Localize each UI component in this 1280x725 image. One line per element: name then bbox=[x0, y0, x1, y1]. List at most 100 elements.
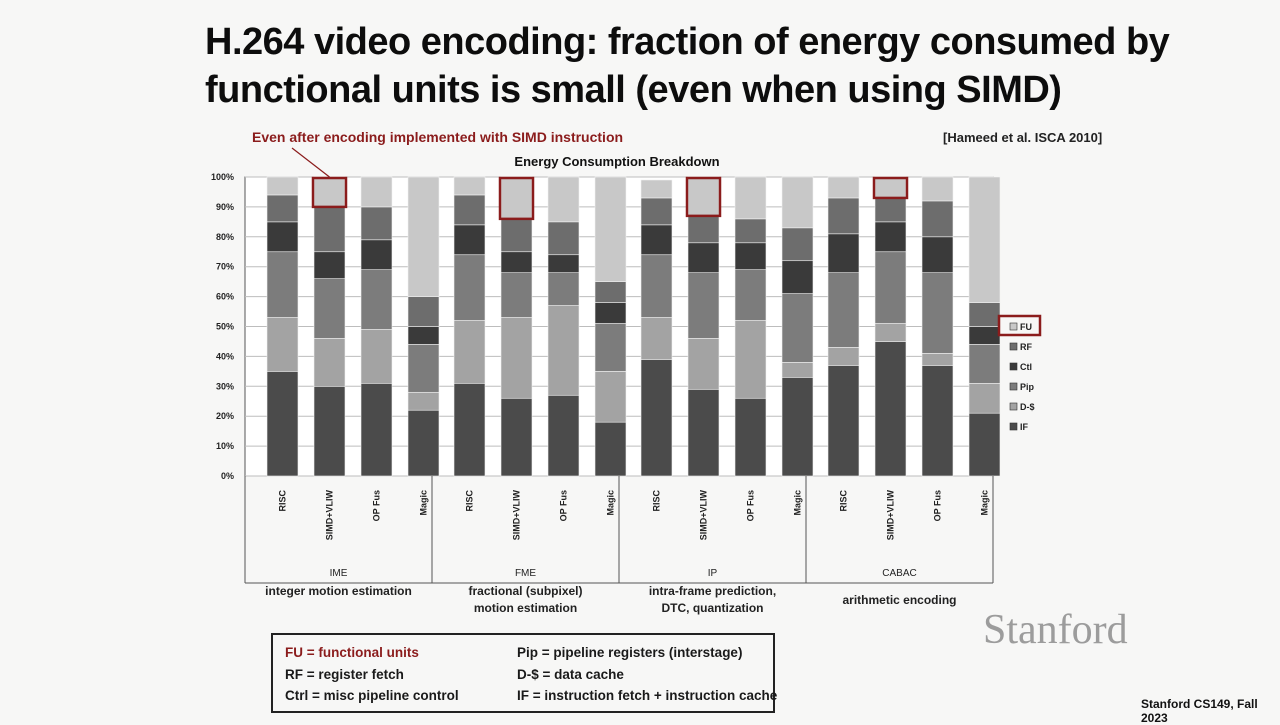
bar-segment-pip bbox=[640, 254, 673, 318]
bar-segment-if bbox=[313, 385, 346, 477]
bar-segment-rf bbox=[781, 227, 814, 262]
bar-segment-pip bbox=[360, 269, 393, 330]
bar-segment-fu bbox=[921, 176, 954, 202]
bar-segment-if bbox=[360, 383, 393, 477]
x-tick-label: OP Fus bbox=[559, 490, 569, 521]
bar-segment-if bbox=[500, 397, 533, 477]
group-description-label: motion estimation bbox=[474, 601, 577, 615]
group-description-label: intra-frame prediction, bbox=[649, 584, 776, 598]
bar-segment-ctl bbox=[500, 251, 533, 273]
bar-segment-rf bbox=[640, 197, 673, 226]
bar-segment-ctl bbox=[781, 260, 814, 294]
legend-swatch bbox=[1009, 342, 1018, 351]
bar-segment-ctl bbox=[921, 236, 954, 273]
bar-segment-d bbox=[781, 362, 814, 378]
bar-segment-pip bbox=[500, 272, 533, 318]
bar-segment-pip bbox=[921, 272, 954, 354]
bar-segment-pip bbox=[313, 278, 346, 339]
legend-label: Pip bbox=[1020, 382, 1035, 392]
bar-segment-if bbox=[407, 409, 440, 477]
legend-fu-highlight-box bbox=[997, 314, 1042, 337]
legend-ctrl-definition: Ctrl = misc pipeline control bbox=[285, 688, 459, 703]
bar-segment-pip bbox=[734, 269, 767, 321]
x-tick-label: Magic bbox=[606, 490, 616, 516]
legend-pip-definition: Pip = pipeline registers (interstage) bbox=[517, 645, 743, 660]
y-tick-label: 50% bbox=[216, 322, 234, 332]
legend-label: D-$ bbox=[1020, 402, 1035, 412]
bar-segment-ctl bbox=[687, 242, 720, 273]
group-name-label: CABAC bbox=[882, 568, 916, 579]
bar-segment-pip bbox=[968, 344, 1001, 384]
bar-segment-d bbox=[313, 338, 346, 387]
bar-segment-fu bbox=[827, 176, 860, 199]
bar-segment-d bbox=[594, 371, 627, 423]
bar-segment-fu bbox=[594, 176, 627, 282]
y-tick-label: 60% bbox=[216, 292, 234, 302]
legend-fu-definition: FU = functional units bbox=[285, 645, 419, 660]
bar-segment-if bbox=[594, 421, 627, 477]
bar-segment-if bbox=[968, 412, 1001, 477]
group-description-label: DTC, quantization bbox=[662, 601, 764, 615]
legend-swatch bbox=[1009, 362, 1018, 371]
legend-dcache-definition: D-$ = data cache bbox=[517, 667, 624, 682]
bar-segment-d bbox=[547, 305, 580, 396]
bar-segment-if bbox=[640, 359, 673, 477]
bar-segment-ctl bbox=[640, 224, 673, 256]
bar-segment-rf bbox=[266, 194, 299, 223]
bar-segment-fu bbox=[547, 176, 580, 223]
footer-course: Stanford CS149, Fall 2023 bbox=[1141, 697, 1258, 725]
bar-segment-d bbox=[266, 317, 299, 372]
bar-segment-if bbox=[781, 377, 814, 477]
bar-segment-ctl bbox=[827, 233, 860, 273]
fu-highlight-box bbox=[311, 176, 348, 209]
citation: [Hameed et al. ISCA 2010] bbox=[943, 130, 1103, 145]
stanford-logo: Stanford bbox=[983, 607, 1128, 653]
y-tick-label: 90% bbox=[216, 202, 234, 212]
bar-segment-fu bbox=[968, 176, 1001, 303]
legend-swatch bbox=[1009, 322, 1018, 331]
bar-segment-rf bbox=[687, 215, 720, 244]
y-tick-label: 10% bbox=[216, 441, 234, 451]
bar-segment-rf bbox=[547, 221, 580, 256]
bar-segment-fu bbox=[500, 176, 533, 220]
bar-segment-fu bbox=[407, 176, 440, 297]
legend-label: Ctl bbox=[1020, 362, 1032, 372]
bar-segment-rf bbox=[500, 218, 533, 253]
bar-segment-d bbox=[827, 347, 860, 366]
bar-segment-pip bbox=[687, 272, 720, 339]
bar-segment-ctl bbox=[266, 221, 299, 253]
bar-segment-ctl bbox=[453, 224, 486, 256]
x-tick-label: OP Fus bbox=[372, 490, 382, 521]
bar-segment-rf bbox=[360, 206, 393, 241]
bar-segment-pip bbox=[594, 323, 627, 372]
bar-segment-if bbox=[687, 388, 720, 477]
group-name-label: FME bbox=[515, 568, 536, 579]
group-name-label: IP bbox=[708, 568, 718, 579]
x-tick-label: SIMD+VLIW bbox=[886, 490, 896, 541]
bar-segment-if bbox=[921, 365, 954, 477]
legend-label: RF bbox=[1020, 342, 1032, 352]
x-tick-label: SIMD+VLIW bbox=[325, 490, 335, 541]
bar-segment-if bbox=[266, 371, 299, 477]
bar-segment-if bbox=[827, 365, 860, 477]
bar-segment-fu bbox=[266, 176, 299, 196]
bar-segment-pip bbox=[781, 293, 814, 363]
bar-segment-d bbox=[640, 317, 673, 360]
bar-segment-if bbox=[547, 394, 580, 477]
fu-highlight-box bbox=[685, 176, 722, 218]
bar-segment-d bbox=[407, 391, 440, 411]
y-tick-label: 100% bbox=[211, 172, 234, 182]
bar-segment-fu bbox=[640, 179, 673, 199]
legend-rf-definition: RF = register fetch bbox=[285, 667, 404, 682]
x-tick-label: SIMD+VLIW bbox=[699, 490, 709, 541]
legend-if-definition: IF = instruction fetch + instruction cac… bbox=[517, 688, 778, 703]
bar-segment-rf bbox=[407, 296, 440, 327]
bar-segment-ctl bbox=[547, 254, 580, 273]
bar-segment-ctl bbox=[968, 326, 1001, 345]
bar-segment-d bbox=[921, 353, 954, 366]
bar-segment-d bbox=[360, 329, 393, 384]
x-tick-label: RISC bbox=[652, 490, 662, 512]
bar-segment-fu bbox=[453, 176, 486, 196]
bar-segment-ctl bbox=[313, 251, 346, 279]
y-tick-label: 0% bbox=[221, 471, 234, 481]
